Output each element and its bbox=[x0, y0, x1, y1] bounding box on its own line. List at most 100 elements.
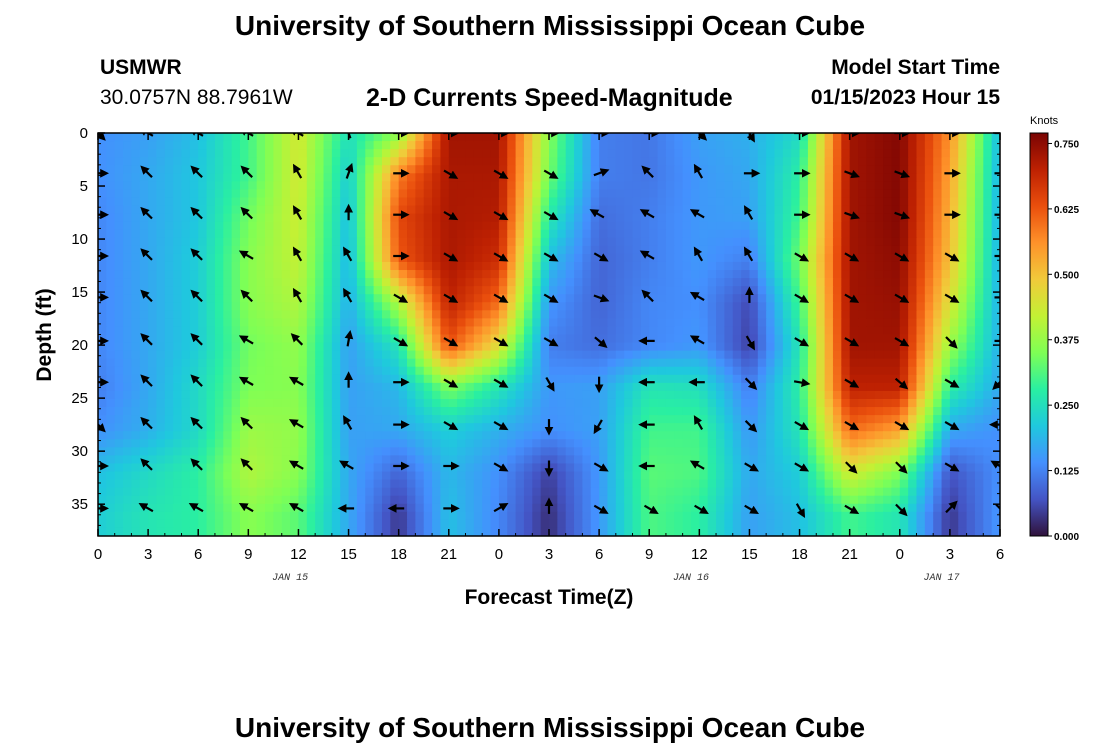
heatmap-cell bbox=[966, 181, 976, 191]
heatmap-cell bbox=[457, 326, 467, 336]
heatmap-cell bbox=[507, 487, 517, 497]
heatmap-cell bbox=[624, 447, 634, 456]
heatmap-cell bbox=[540, 141, 550, 150]
heatmap-cell bbox=[298, 205, 308, 215]
heatmap-cell bbox=[290, 407, 300, 416]
heatmap-cell bbox=[974, 479, 984, 489]
heatmap-cell bbox=[189, 479, 199, 489]
heatmap-cell bbox=[707, 221, 717, 231]
heatmap-cell bbox=[565, 278, 575, 287]
heatmap-cell bbox=[991, 253, 1000, 263]
heatmap-cell bbox=[265, 431, 274, 440]
heatmap-cell bbox=[290, 181, 300, 191]
heatmap-cell bbox=[482, 342, 492, 352]
heatmap-cell bbox=[298, 390, 308, 400]
heatmap-cell bbox=[766, 334, 776, 344]
heatmap-cell bbox=[866, 415, 876, 424]
heatmap-cell bbox=[949, 479, 959, 489]
heatmap-cell bbox=[281, 181, 291, 191]
heatmap-cell bbox=[390, 350, 400, 360]
heatmap-cell bbox=[189, 463, 199, 473]
heatmap-cell bbox=[615, 423, 625, 432]
heatmap-cell bbox=[356, 141, 366, 150]
heatmap-cell bbox=[824, 471, 834, 481]
heatmap-cell bbox=[181, 197, 191, 207]
heatmap-cell bbox=[699, 318, 709, 328]
heatmap-cell bbox=[749, 278, 759, 287]
heatmap-cell bbox=[632, 479, 642, 489]
heatmap-cell bbox=[106, 318, 116, 328]
heatmap-cell bbox=[640, 447, 650, 456]
heatmap-cell bbox=[974, 374, 984, 384]
heatmap-cell bbox=[290, 447, 300, 456]
heatmap-cell bbox=[690, 390, 700, 400]
heatmap-cell bbox=[899, 181, 909, 191]
heatmap-cell bbox=[782, 294, 792, 303]
heatmap-cell bbox=[331, 423, 341, 432]
heatmap-cell bbox=[423, 133, 433, 142]
heatmap-cell bbox=[607, 334, 617, 344]
heatmap-cell bbox=[732, 245, 742, 255]
heatmap-cell bbox=[365, 455, 375, 465]
heatmap-cell bbox=[381, 382, 391, 392]
heatmap-cell bbox=[933, 382, 943, 392]
heatmap-cell bbox=[824, 286, 834, 295]
heatmap-cell bbox=[164, 382, 174, 392]
heatmap-cell bbox=[390, 415, 400, 424]
heatmap-cell bbox=[665, 149, 675, 158]
heatmap-cell bbox=[265, 455, 274, 465]
heatmap-cell bbox=[223, 374, 233, 384]
heatmap-cell bbox=[131, 173, 141, 182]
heatmap-cell bbox=[632, 310, 642, 319]
heatmap-cell bbox=[958, 334, 968, 344]
heatmap-cell bbox=[682, 479, 692, 489]
heatmap-cell bbox=[874, 302, 884, 311]
heatmap-cell bbox=[724, 261, 734, 271]
heatmap-cell bbox=[615, 278, 625, 287]
heatmap-cell bbox=[557, 382, 567, 392]
heatmap-cell bbox=[991, 407, 1000, 416]
heatmap-cell bbox=[640, 390, 650, 400]
heatmap-cell bbox=[532, 326, 542, 336]
heatmap-cell bbox=[223, 342, 233, 352]
heatmap-cell bbox=[398, 439, 408, 448]
heatmap-cell bbox=[214, 205, 224, 215]
heatmap-cell bbox=[373, 229, 383, 239]
heatmap-cell bbox=[156, 278, 166, 287]
heatmap-cell bbox=[640, 407, 650, 416]
heatmap-cell bbox=[490, 463, 500, 473]
heatmap-cell bbox=[632, 374, 642, 384]
heatmap-cell bbox=[799, 221, 809, 231]
heatmap-cell bbox=[574, 423, 584, 432]
heatmap-cell bbox=[365, 149, 375, 158]
heatmap-cell bbox=[523, 431, 533, 440]
heatmap-cell bbox=[599, 398, 609, 408]
heatmap-cell bbox=[507, 423, 517, 432]
heatmap-cell bbox=[523, 366, 533, 376]
heatmap-cell bbox=[866, 431, 876, 440]
heatmap-cell bbox=[866, 326, 876, 336]
heatmap-cell bbox=[991, 149, 1000, 158]
heatmap-cell bbox=[816, 189, 826, 199]
heatmap-cell bbox=[724, 374, 734, 384]
heatmap-cell bbox=[991, 133, 1000, 142]
heatmap-cell bbox=[816, 342, 826, 352]
heatmap-cell bbox=[607, 407, 617, 416]
heatmap-cell bbox=[716, 165, 725, 174]
heatmap-cell bbox=[223, 358, 233, 368]
heatmap-cell bbox=[858, 495, 867, 505]
heatmap-cell bbox=[523, 197, 533, 207]
heatmap-cell bbox=[665, 294, 675, 303]
heatmap-cell bbox=[832, 197, 842, 207]
heatmap-cell bbox=[732, 342, 742, 352]
heatmap-cell bbox=[457, 350, 467, 360]
heatmap-cell bbox=[916, 415, 926, 424]
heatmap-cell bbox=[590, 181, 600, 191]
heatmap-cell bbox=[156, 197, 166, 207]
heatmap-cell bbox=[824, 350, 834, 360]
heatmap-cell bbox=[131, 431, 141, 440]
heatmap-cell bbox=[841, 326, 851, 336]
heatmap-cell bbox=[891, 173, 901, 182]
heatmap-cell bbox=[574, 382, 584, 392]
heatmap-cell bbox=[231, 157, 241, 166]
